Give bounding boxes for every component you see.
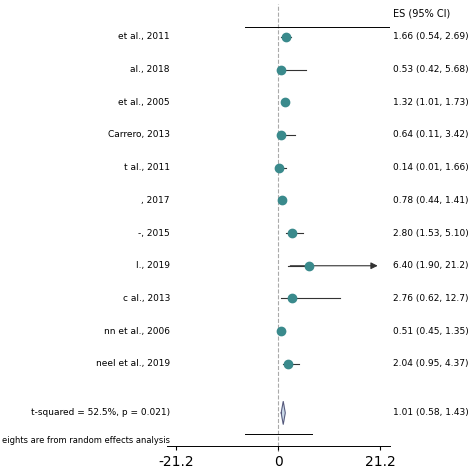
Text: t al., 2011: t al., 2011 — [124, 163, 170, 172]
Text: Carrero, 2013: Carrero, 2013 — [108, 130, 170, 139]
Polygon shape — [281, 401, 285, 424]
Text: 0.64 (0.11, 3.42): 0.64 (0.11, 3.42) — [392, 130, 468, 139]
Text: 2.76 (0.62, 12.7): 2.76 (0.62, 12.7) — [392, 294, 468, 303]
Text: 2.04 (0.95, 4.37): 2.04 (0.95, 4.37) — [392, 359, 468, 368]
Text: eights are from random effects analysis: eights are from random effects analysis — [2, 436, 170, 445]
Text: 0.51 (0.45, 1.35): 0.51 (0.45, 1.35) — [392, 327, 468, 336]
Text: t-squared = 52.5%, p = 0.021): t-squared = 52.5%, p = 0.021) — [31, 409, 170, 418]
Text: 1.32 (1.01, 1.73): 1.32 (1.01, 1.73) — [392, 98, 468, 107]
Text: 0.14 (0.01, 1.66): 0.14 (0.01, 1.66) — [392, 163, 468, 172]
Text: 0.78 (0.44, 1.41): 0.78 (0.44, 1.41) — [392, 196, 468, 205]
Text: 1.01 (0.58, 1.43): 1.01 (0.58, 1.43) — [392, 409, 468, 418]
Text: l., 2019: l., 2019 — [136, 261, 170, 270]
Text: -, 2015: -, 2015 — [138, 228, 170, 237]
Text: c al., 2013: c al., 2013 — [123, 294, 170, 303]
Text: al., 2018: al., 2018 — [130, 65, 170, 74]
Text: et al., 2005: et al., 2005 — [118, 98, 170, 107]
Text: et al., 2011: et al., 2011 — [118, 32, 170, 41]
Text: 6.40 (1.90, 21.2): 6.40 (1.90, 21.2) — [392, 261, 468, 270]
Text: ES (95% CI): ES (95% CI) — [392, 9, 450, 19]
Text: neel et al., 2019: neel et al., 2019 — [96, 359, 170, 368]
Text: , 2017: , 2017 — [142, 196, 170, 205]
Text: 2.80 (1.53, 5.10): 2.80 (1.53, 5.10) — [392, 228, 468, 237]
Text: nn et al., 2006: nn et al., 2006 — [104, 327, 170, 336]
Text: 1.66 (0.54, 2.69): 1.66 (0.54, 2.69) — [392, 32, 468, 41]
Text: 0.53 (0.42, 5.68): 0.53 (0.42, 5.68) — [392, 65, 468, 74]
